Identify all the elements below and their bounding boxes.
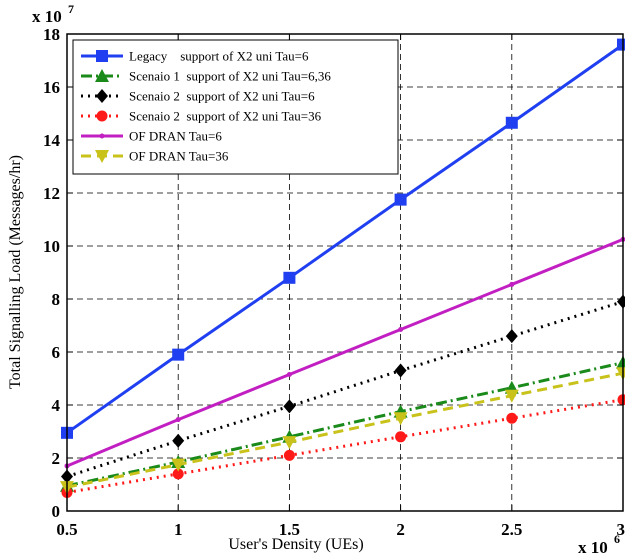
x-tick-label: 2.5 xyxy=(501,520,522,539)
data-point-square xyxy=(617,38,625,51)
data-point-triangle-up xyxy=(95,69,109,82)
x-tick-label: 1 xyxy=(174,520,183,539)
x-multiplier-exponent: 6 xyxy=(614,532,620,546)
data-point-square xyxy=(96,50,108,62)
series-3 xyxy=(61,394,625,498)
y-tick-label: 10 xyxy=(43,237,60,256)
legend-entry: Scenaio 2 support of X2 uni Tau=6 xyxy=(81,89,315,104)
legend-entry: OF DRAN Tau=6 xyxy=(81,129,222,144)
legend-label: Scenaio 2 support of X2 uni Tau=6 xyxy=(129,89,315,104)
legend-label: Legacy support of X2 uni Tau=6 xyxy=(129,49,309,64)
y-multiplier-exponent: 7 xyxy=(68,2,74,16)
data-point-square xyxy=(172,348,185,361)
data-point-square xyxy=(283,271,296,284)
data-point-circle xyxy=(395,431,407,443)
legend-label: OF DRAN Tau=36 xyxy=(129,149,229,164)
data-point-diamond xyxy=(96,89,108,103)
x-axis-label: User's Density (UEs) xyxy=(228,536,363,553)
legend-label: OF DRAN Tau=6 xyxy=(129,129,222,144)
series-5 xyxy=(60,367,625,495)
y-tick-label: 18 xyxy=(43,25,60,44)
data-point-triangle-down xyxy=(95,150,109,163)
x-tick-label: 3 xyxy=(617,520,625,539)
series-line xyxy=(66,43,624,435)
data-point-dot xyxy=(509,281,515,287)
data-point-dot xyxy=(286,372,292,378)
legend-entry: Scenaio 2 support of X2 uni Tau=36 xyxy=(81,109,322,124)
legend-label: Scenaio 1 support of X2 uni Tau=6,36 xyxy=(129,69,331,84)
series-line xyxy=(66,361,624,488)
axis-ticks: 0.5 1 1.5 2 2.5 3 0 2 4 6 8 10 12 14 16 18 xyxy=(43,25,625,539)
y-tick-label: 8 xyxy=(52,290,61,309)
series-line xyxy=(66,371,624,489)
data-point-diamond xyxy=(394,363,407,378)
series-layer xyxy=(60,38,625,498)
plot-frame xyxy=(66,33,624,512)
data-point-triangle-down xyxy=(171,458,186,472)
legend-entry: Legacy support of X2 uni Tau=6 xyxy=(81,49,309,64)
x-multiplier: x 10 xyxy=(578,538,608,556)
x-tick-label: 2 xyxy=(396,520,405,539)
data-point-triangle-down xyxy=(282,436,297,450)
data-point-dot xyxy=(175,417,181,423)
y-tick-label: 0 xyxy=(52,502,61,521)
y-tick-label: 6 xyxy=(52,343,61,362)
data-point-diamond xyxy=(617,294,625,309)
legend: Legacy support of X2 uni Tau=6 Scenaio 1 … xyxy=(72,39,399,175)
x-tick-label: 1.5 xyxy=(279,520,300,539)
data-point-diamond xyxy=(505,329,518,344)
y-tick-label: 14 xyxy=(43,131,61,150)
series-4 xyxy=(64,236,625,469)
data-point-circle xyxy=(96,110,108,122)
y-tick-label: 2 xyxy=(52,449,61,468)
data-point-diamond xyxy=(283,399,296,414)
data-point-circle xyxy=(506,412,518,424)
y-tick-label: 16 xyxy=(43,78,60,97)
y-tick-label: 12 xyxy=(43,184,60,203)
legend-box xyxy=(72,39,399,175)
series-1 xyxy=(60,355,625,492)
data-point-square xyxy=(394,193,407,206)
data-point-triangle-down xyxy=(504,389,519,403)
series-2 xyxy=(61,294,625,484)
y-tick-label: 4 xyxy=(52,396,61,415)
data-point-square xyxy=(505,116,518,129)
y-axis-label: Total Signalling Load (Messages/hr) xyxy=(7,155,24,389)
data-point-dot xyxy=(398,326,404,332)
data-point-triangle-down xyxy=(393,412,408,426)
data-point-circle xyxy=(283,449,295,461)
data-point-dot xyxy=(99,133,105,139)
y-multiplier: x 10 xyxy=(32,7,62,26)
series-line xyxy=(66,398,624,494)
legend-entry: Scenaio 1 support of X2 uni Tau=6,36 xyxy=(81,69,331,84)
legend-label: Scenaio 2 support of X2 uni Tau=36 xyxy=(129,109,322,124)
series-line xyxy=(66,237,624,468)
data-point-diamond xyxy=(172,433,185,448)
data-point-circle xyxy=(617,394,625,406)
legend-entry: OF DRAN Tau=36 xyxy=(81,149,229,164)
data-point-circle xyxy=(172,468,184,480)
x-tick-label: 0.5 xyxy=(56,520,77,539)
series-0 xyxy=(61,38,625,439)
